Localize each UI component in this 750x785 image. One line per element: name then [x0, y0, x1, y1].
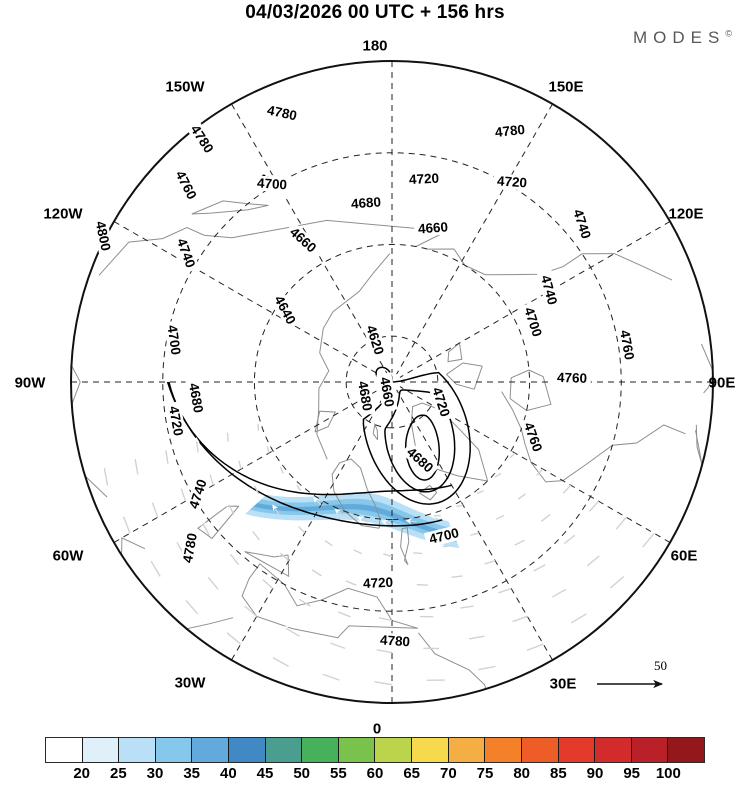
contour-label-text: 4760	[557, 370, 588, 386]
colorbar-tick-label: 80	[513, 765, 530, 782]
contour-label-text: 4660	[417, 219, 448, 236]
contour-label-text: 4720	[409, 171, 440, 188]
colorbar-tick-label: 75	[477, 765, 494, 782]
contour-label-text: 4780	[379, 632, 410, 649]
colorbar-cell	[156, 738, 193, 762]
colorbar-tick-label: 100	[656, 765, 681, 782]
colorbar-cell	[595, 738, 632, 762]
contour-label: 4720	[359, 574, 397, 591]
contour-label: 4660	[414, 219, 453, 237]
map-interior	[0, 0, 730, 720]
colorbar-cell	[559, 738, 596, 762]
colorbar-cell	[192, 738, 229, 762]
wind-arrow	[410, 553, 422, 554]
contour-label-text: 4680	[350, 194, 381, 211]
polar-map: 4800478047804780478047804760476047604760…	[0, 0, 750, 740]
colorbar-cell	[229, 738, 266, 762]
longitude-label-120w: 120W	[43, 206, 82, 223]
contour-label: 4680	[347, 194, 386, 212]
contour-label-text: 4780	[494, 122, 525, 140]
colorbar-tick-label: 90	[587, 765, 604, 782]
colorbar-tick-label: 55	[330, 765, 347, 782]
longitude-label-150e: 150E	[548, 79, 583, 96]
colorbar-tick-label: 20	[73, 765, 90, 782]
longitude-label-30w: 30W	[175, 675, 206, 692]
contour-label: 4800	[92, 216, 115, 256]
colorbar-tick-label: 50	[293, 765, 310, 782]
contour-label: 4700	[253, 175, 292, 193]
longitude-label-60w: 60W	[53, 548, 84, 565]
colorbar-cell	[412, 738, 449, 762]
colorbar-tick-label: 35	[183, 765, 200, 782]
colorbar-cell	[485, 738, 522, 762]
colorbar-tick-label: 40	[220, 765, 237, 782]
longitude-label-30e: 30E	[550, 676, 577, 693]
reference-vector-label: 50	[654, 658, 667, 674]
longitude-label-60e: 60E	[671, 548, 698, 565]
longitude-label-90e: 90E	[709, 375, 736, 392]
colorbar-tick-label: 30	[147, 765, 164, 782]
colorbar-cells	[45, 737, 705, 763]
contour-label-text: 4720	[363, 575, 394, 592]
colorbar-tick-label: 65	[403, 765, 420, 782]
colorbar-cell	[119, 738, 156, 762]
longitude-label-120e: 120E	[668, 206, 703, 223]
wind-arrow	[413, 585, 428, 586]
colorbar-cell	[632, 738, 669, 762]
colorbar-tick-label: 70	[440, 765, 457, 782]
contour-label: 4720	[405, 170, 443, 187]
contour-label-text: 4700	[256, 175, 287, 192]
contour-label: 4720	[493, 173, 532, 191]
contour-label-text: 4800	[93, 220, 114, 253]
colorbar-cell	[266, 738, 303, 762]
contour-label: 4780	[376, 632, 415, 650]
contour-label: 4760	[553, 370, 591, 386]
colorbar-cell	[302, 738, 339, 762]
colorbar-cell	[522, 738, 559, 762]
colorbar-tick-label: 85	[550, 765, 567, 782]
colorbar-cell	[83, 738, 120, 762]
colorbar-cell	[46, 738, 83, 762]
colorbar-tick-label: 45	[257, 765, 274, 782]
reference-vector-arrow	[596, 676, 676, 692]
colorbar-cell	[375, 738, 412, 762]
colorbar-cell	[339, 738, 376, 762]
longitude-label-180: 180	[362, 38, 387, 55]
contour-label-text: 4720	[496, 173, 527, 190]
reference-vector: 50	[596, 676, 676, 692]
colorbar-tick-label: 60	[367, 765, 384, 782]
longitude-label-90w: 90W	[15, 375, 46, 392]
longitude-label-150w: 150W	[165, 79, 204, 96]
colorbar-cell	[668, 738, 704, 762]
colorbar-tick-label: 95	[623, 765, 640, 782]
colorbar-cell	[449, 738, 486, 762]
longitude-label-0: 0	[373, 721, 381, 738]
colorbar-tick-label: 25	[110, 765, 127, 782]
